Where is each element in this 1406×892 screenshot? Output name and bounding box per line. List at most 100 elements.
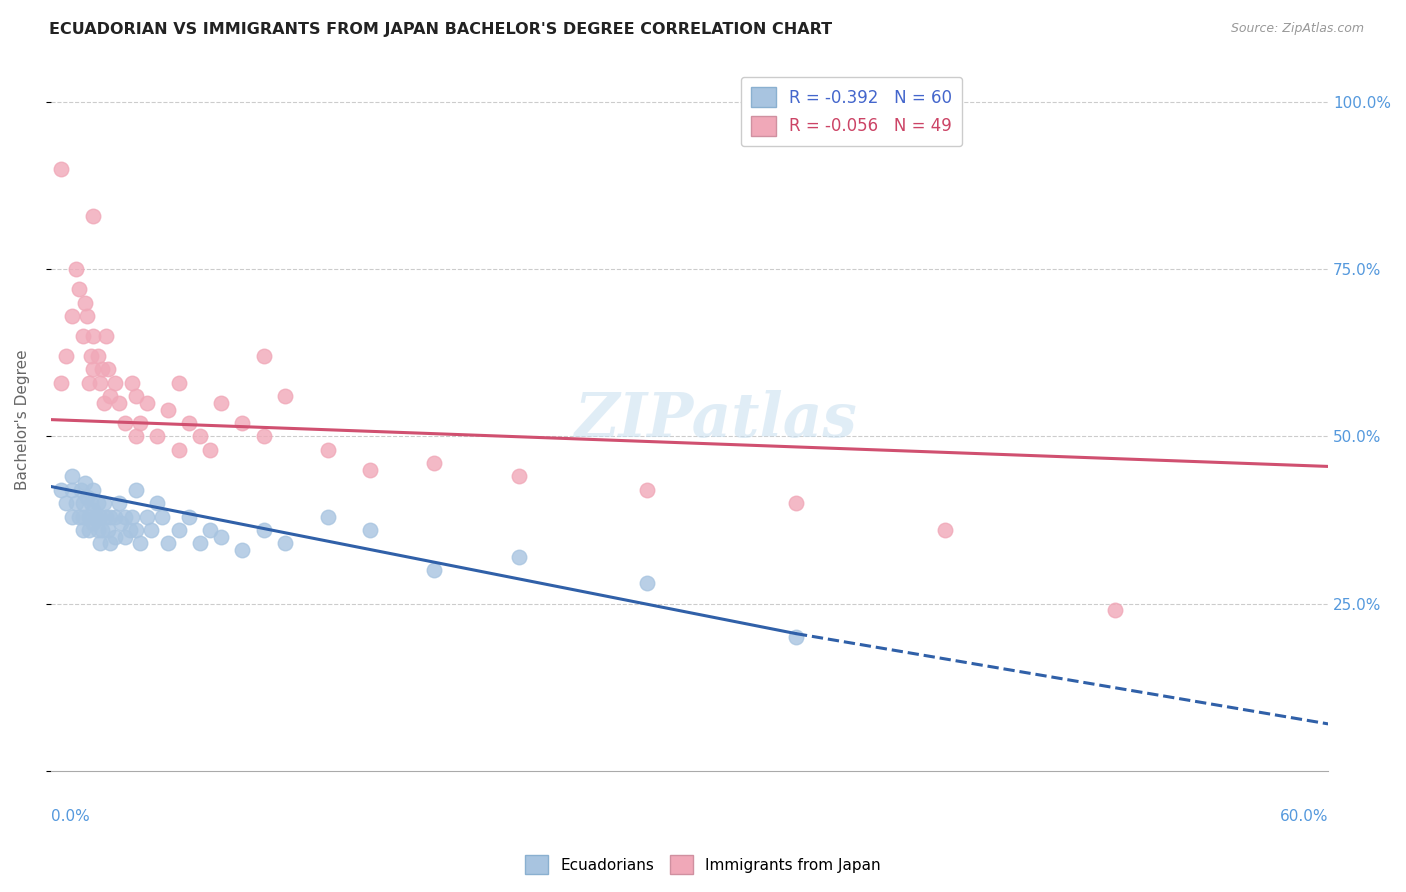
- Point: [200, 442, 222, 457]
- Point: [86, 349, 108, 363]
- Point: [60, 309, 83, 323]
- Point: [104, 376, 127, 390]
- Point: [231, 543, 253, 558]
- Text: ZIPatlas: ZIPatlas: [574, 390, 856, 450]
- Point: [146, 496, 169, 510]
- Point: [167, 376, 190, 390]
- Point: [72, 509, 94, 524]
- Point: [100, 509, 122, 524]
- Point: [1104, 603, 1126, 617]
- Point: [72, 523, 94, 537]
- Point: [55, 496, 77, 510]
- Point: [156, 402, 179, 417]
- Point: [86, 523, 108, 537]
- Point: [125, 429, 148, 443]
- Point: [785, 496, 807, 510]
- Point: [72, 329, 94, 343]
- Point: [359, 463, 381, 477]
- Point: [93, 396, 115, 410]
- Point: [118, 523, 141, 537]
- Point: [73, 295, 96, 310]
- Point: [73, 476, 96, 491]
- Point: [179, 509, 201, 524]
- Point: [188, 429, 211, 443]
- Point: [69, 483, 91, 497]
- Point: [77, 376, 100, 390]
- Point: [274, 536, 297, 550]
- Point: [76, 309, 98, 323]
- Point: [121, 376, 143, 390]
- Point: [179, 416, 201, 430]
- Point: [104, 509, 127, 524]
- Point: [167, 442, 190, 457]
- Point: [125, 389, 148, 403]
- Point: [100, 536, 122, 550]
- Point: [89, 536, 111, 550]
- Point: [93, 496, 115, 510]
- Point: [108, 396, 131, 410]
- Point: [125, 523, 148, 537]
- Point: [76, 490, 98, 504]
- Point: [51, 483, 73, 497]
- Point: [104, 530, 127, 544]
- Point: [82, 362, 104, 376]
- Point: [636, 483, 658, 497]
- Point: [90, 523, 112, 537]
- Point: [508, 469, 530, 483]
- Point: [129, 416, 152, 430]
- Point: [125, 483, 148, 497]
- Point: [135, 396, 157, 410]
- Text: 0.0%: 0.0%: [51, 809, 90, 824]
- Point: [89, 509, 111, 524]
- Point: [253, 523, 276, 537]
- Point: [86, 496, 108, 510]
- Point: [121, 509, 143, 524]
- Point: [139, 523, 162, 537]
- Point: [359, 523, 381, 537]
- Point: [84, 509, 107, 524]
- Point: [636, 576, 658, 591]
- Point: [129, 536, 152, 550]
- Point: [934, 523, 956, 537]
- Point: [97, 523, 120, 537]
- Text: Source: ZipAtlas.com: Source: ZipAtlas.com: [1230, 22, 1364, 36]
- Point: [77, 509, 100, 524]
- Point: [51, 161, 73, 176]
- Legend: R = -0.392   N = 60, R = -0.056   N = 49: R = -0.392 N = 60, R = -0.056 N = 49: [741, 77, 962, 146]
- Point: [67, 282, 90, 296]
- Point: [80, 349, 103, 363]
- Point: [100, 389, 122, 403]
- Point: [96, 509, 118, 524]
- Point: [55, 349, 77, 363]
- Point: [97, 362, 120, 376]
- Point: [274, 389, 297, 403]
- Point: [90, 362, 112, 376]
- Point: [316, 509, 339, 524]
- Point: [60, 483, 83, 497]
- Text: 60.0%: 60.0%: [1279, 809, 1329, 824]
- Point: [82, 483, 104, 497]
- Point: [253, 349, 276, 363]
- Point: [785, 630, 807, 644]
- Point: [114, 416, 136, 430]
- Point: [51, 376, 73, 390]
- Point: [188, 536, 211, 550]
- Point: [167, 523, 190, 537]
- Point: [253, 429, 276, 443]
- Point: [108, 496, 131, 510]
- Point: [82, 503, 104, 517]
- Point: [80, 496, 103, 510]
- Point: [209, 396, 232, 410]
- Point: [209, 530, 232, 544]
- Point: [65, 496, 87, 510]
- Point: [72, 496, 94, 510]
- Point: [114, 509, 136, 524]
- Legend: Ecuadorians, Immigrants from Japan: Ecuadorians, Immigrants from Japan: [519, 849, 887, 880]
- Point: [135, 509, 157, 524]
- Point: [508, 549, 530, 564]
- Point: [146, 429, 169, 443]
- Point: [82, 516, 104, 531]
- Point: [110, 516, 132, 531]
- Point: [65, 262, 87, 277]
- Point: [67, 509, 90, 524]
